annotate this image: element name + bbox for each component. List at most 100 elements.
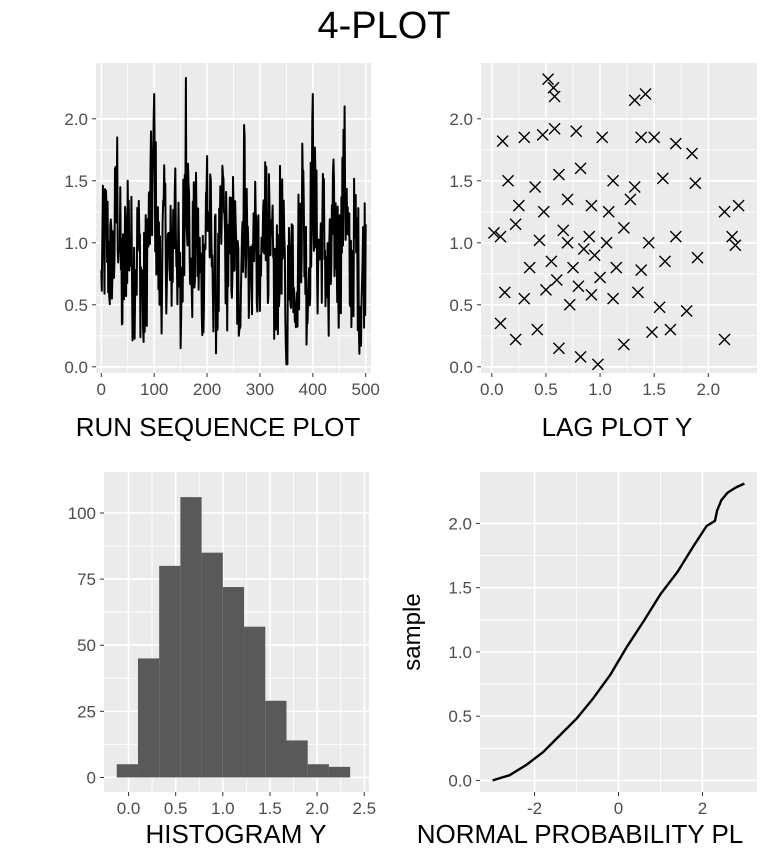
hist-y-tick-label: 25 (77, 702, 96, 721)
hist-x-tick-label: 2.5 (352, 799, 376, 818)
lag-point (487, 226, 500, 239)
run-x-tick-label: 500 (352, 380, 380, 399)
hist-bar (307, 764, 329, 778)
lag-x-tick-label: 1.0 (588, 380, 612, 399)
lag-point (567, 261, 579, 274)
qq-y-tick-label: 1.5 (448, 579, 472, 598)
lag-point (548, 122, 561, 135)
lag-x-axis-label: LAG PLOT Y (542, 412, 693, 442)
lag-point (542, 73, 555, 86)
hist-x-tick-label: 2.0 (305, 799, 329, 818)
lag-point (726, 230, 739, 243)
lag-point (669, 230, 682, 243)
lag-point (689, 177, 702, 190)
lag-point (548, 90, 561, 103)
run-x-tick-label: 300 (246, 380, 274, 399)
lag-point (502, 174, 515, 187)
chart-title: 4-PLOT (317, 5, 451, 47)
hist-bar (116, 764, 138, 778)
lag-point (600, 236, 613, 249)
lag-point (635, 131, 648, 144)
lag-point (523, 261, 536, 274)
hist-bar (222, 587, 245, 778)
lag-y-tick-label: 2.0 (449, 110, 473, 129)
lag-point (550, 274, 563, 286)
qq-x-tick-label: 0 (614, 799, 623, 818)
hist-bar (137, 658, 160, 778)
run-y-tick-label: 0.5 (64, 296, 88, 315)
lag-y-tick-label: 1.5 (449, 172, 473, 191)
hist-x-axis-label: HISTOGRAM Y (145, 819, 326, 849)
qq-y-tick-label: 0.0 (448, 771, 472, 790)
run-x-tick-label: 0 (97, 380, 106, 399)
lag-y-tick-label: 0.5 (449, 296, 473, 315)
run-x-tick-label: 200 (193, 380, 221, 399)
lag-point (561, 193, 574, 206)
lag-point (509, 333, 522, 346)
lag-y-tick-label: 1.0 (449, 234, 473, 253)
lag-x-tick-label: 0.5 (534, 380, 558, 399)
hist-bar (159, 565, 181, 778)
lag-point (545, 255, 558, 268)
lag-point (561, 236, 574, 249)
hist-y-tick-label: 100 (68, 504, 96, 523)
lag-point (628, 94, 641, 107)
lag-point (664, 323, 677, 336)
lag-point (572, 280, 585, 293)
hist-y-tick-label: 75 (77, 570, 96, 589)
lag-point (518, 292, 531, 305)
qq-y-tick-label: 0.5 (448, 707, 472, 726)
hist-x-tick-label: 0.5 (164, 799, 188, 818)
run-x-axis-label: RUN SEQUENCE PLOT (76, 412, 361, 442)
run-y-tick-label: 1.0 (64, 234, 88, 253)
lag-point (531, 323, 544, 336)
hist-x-tick-label: 1.5 (258, 799, 282, 818)
lag-point (494, 230, 507, 243)
qq-x-axis-label: NORMAL PROBABILITY PL (417, 819, 744, 849)
hist-bar (265, 700, 287, 778)
lag-point (648, 131, 661, 144)
qq-series-line (492, 482, 745, 782)
lag-point (498, 286, 511, 299)
qq-y-tick-label: 2.0 (448, 514, 472, 533)
qq-x-tick-label: -2 (527, 799, 542, 818)
hist-bar (244, 626, 266, 778)
lag-point (552, 168, 565, 181)
hist-x-tick-label: 1.0 (211, 799, 235, 818)
lag-point (577, 243, 590, 255)
hist-bar (180, 497, 202, 778)
lag-point (570, 125, 583, 138)
lag-point (653, 301, 666, 314)
lag-point (624, 193, 637, 206)
lag-x-tick-label: 2.0 (696, 380, 720, 399)
qq-x-tick-label: 2 (698, 799, 707, 818)
lag-point (585, 199, 598, 212)
lag-point (669, 137, 682, 150)
lag-point (686, 147, 699, 160)
run-x-tick-label: 400 (299, 380, 327, 399)
hist-bar (286, 740, 308, 778)
lag-point (574, 350, 587, 363)
lag-point (557, 224, 570, 237)
lag-point (732, 199, 745, 212)
lag-point (594, 271, 607, 284)
hist-y-tick-label: 50 (77, 636, 96, 655)
lag-point (536, 128, 549, 141)
lag-point (533, 234, 546, 247)
lag-point (494, 317, 507, 330)
qq-y-axis-label: sample (399, 593, 426, 670)
lag-point (617, 221, 630, 234)
lag-point (563, 298, 576, 311)
lag-point (602, 205, 615, 218)
lag-point (574, 162, 587, 175)
lag-point (718, 205, 731, 218)
hist-panel: 0.0 0.5 1.0 1.5 2.0 2.5 0 25 50 75 100 HISTOGRAM Y (68, 472, 376, 849)
lag-point (588, 249, 601, 262)
lag-point (659, 255, 671, 268)
lag-point (642, 236, 655, 249)
lag-panel-bg (481, 63, 757, 373)
lag-point (529, 181, 542, 193)
hist-bar (328, 766, 351, 778)
lag-point (512, 199, 525, 212)
